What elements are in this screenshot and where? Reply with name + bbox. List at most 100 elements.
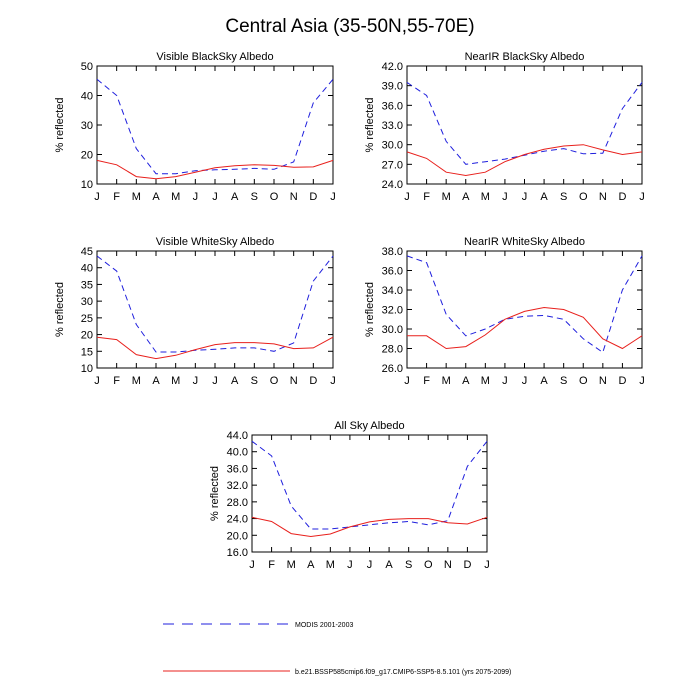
x-tick-label: D bbox=[309, 191, 317, 203]
x-tick-label: J bbox=[249, 559, 255, 571]
x-tick-label: F bbox=[268, 559, 275, 571]
y-tick-label: 50 bbox=[81, 61, 93, 73]
x-tick-label: N bbox=[290, 191, 298, 203]
y-axis-label: % reflected bbox=[209, 466, 221, 521]
y-tick-label: 34.0 bbox=[382, 285, 403, 297]
x-tick-label: M bbox=[132, 191, 141, 203]
y-tick-label: 20.0 bbox=[227, 530, 248, 542]
y-tick-label: 40 bbox=[81, 91, 93, 103]
panel-title: NearIR BlackSky Albedo bbox=[465, 51, 585, 63]
panel-5: All Sky Albedo 16.0 20.0 24.0 28.0 32.0 36.0 40… bbox=[209, 420, 490, 571]
x-tick-label: M bbox=[481, 375, 490, 387]
series-modis-line bbox=[96, 78, 334, 175]
x-tick-label: M bbox=[442, 375, 451, 387]
x-tick-label: M bbox=[287, 559, 296, 571]
x-tick-label: D bbox=[463, 559, 471, 571]
x-tick-label: S bbox=[251, 191, 258, 203]
y-tick-label: 30.0 bbox=[382, 324, 403, 336]
series-model-line bbox=[406, 144, 643, 177]
x-tick-label: M bbox=[132, 375, 141, 387]
x-tick-label: D bbox=[309, 375, 317, 387]
x-tick-label: O bbox=[270, 191, 279, 203]
x-tick-label: J bbox=[367, 559, 373, 571]
y-tick-label: 28.0 bbox=[382, 344, 403, 356]
panel-2: NearIR BlackSky Albedo 24.0 27.0 30.0 33.0 36… bbox=[364, 51, 645, 203]
y-tick-label: 40.0 bbox=[227, 447, 248, 459]
x-tick-label: J bbox=[94, 375, 100, 387]
x-tick-label: J bbox=[522, 191, 528, 203]
x-tick-label: J bbox=[639, 191, 645, 203]
panel-title: All Sky Albedo bbox=[334, 420, 404, 432]
y-tick-label: 24.0 bbox=[227, 514, 248, 526]
series-model-line bbox=[96, 336, 334, 360]
x-tick-label: M bbox=[326, 559, 335, 571]
y-axis-label: % reflected bbox=[364, 97, 376, 152]
x-tick-label: A bbox=[231, 375, 239, 387]
x-tick-label: F bbox=[113, 191, 120, 203]
plot-frame bbox=[251, 434, 488, 553]
x-tick-label: A bbox=[152, 191, 160, 203]
series-modis-line bbox=[96, 255, 334, 353]
x-tick-label: A bbox=[462, 375, 470, 387]
x-tick-label: O bbox=[579, 191, 588, 203]
y-tick-label: 38.0 bbox=[382, 246, 403, 258]
x-tick-label: J bbox=[94, 191, 100, 203]
y-tick-label: 28.0 bbox=[227, 497, 248, 509]
x-tick-label: N bbox=[444, 559, 452, 571]
x-tick-label: A bbox=[307, 559, 315, 571]
x-tick-label: N bbox=[599, 375, 607, 387]
figure-title: Central Asia (35-50N,55-70E) bbox=[225, 16, 474, 37]
y-tick-label: 26.0 bbox=[382, 363, 403, 375]
x-tick-label: M bbox=[481, 191, 490, 203]
y-tick-label: 36.0 bbox=[382, 100, 403, 112]
series-modis-line bbox=[406, 81, 643, 165]
x-tick-label: J bbox=[330, 375, 336, 387]
y-tick-label: 30 bbox=[81, 120, 93, 132]
y-tick-label: 40 bbox=[81, 263, 93, 275]
y-tick-label: 32.0 bbox=[227, 480, 248, 492]
x-tick-label: A bbox=[462, 191, 470, 203]
x-tick-label: A bbox=[540, 375, 548, 387]
y-tick-label: 36.0 bbox=[227, 463, 248, 475]
y-tick-label: 10 bbox=[81, 179, 93, 191]
y-tick-label: 35 bbox=[81, 279, 93, 291]
y-tick-label: 20 bbox=[81, 330, 93, 342]
legend: MODIS 2001-2003 b.e21.BSSP585cmip6.f09_g… bbox=[163, 622, 511, 676]
x-tick-label: O bbox=[579, 375, 588, 387]
y-tick-label: 24.0 bbox=[382, 179, 403, 191]
x-tick-label: M bbox=[442, 191, 451, 203]
x-tick-label: J bbox=[522, 375, 528, 387]
x-tick-label: N bbox=[599, 191, 607, 203]
x-tick-label: N bbox=[290, 375, 298, 387]
y-tick-label: 45 bbox=[81, 246, 93, 258]
x-tick-label: J bbox=[193, 375, 199, 387]
x-tick-label: F bbox=[113, 375, 120, 387]
y-tick-label: 44.0 bbox=[227, 430, 248, 442]
x-tick-label: J bbox=[502, 191, 508, 203]
x-tick-label: O bbox=[270, 375, 279, 387]
x-tick-label: J bbox=[212, 375, 218, 387]
y-axis-label: % reflected bbox=[54, 97, 66, 152]
x-tick-label: J bbox=[347, 559, 353, 571]
plot-frame bbox=[406, 65, 643, 185]
x-tick-label: S bbox=[560, 191, 567, 203]
y-tick-label: 36.0 bbox=[382, 266, 403, 278]
y-tick-label: 15 bbox=[81, 346, 93, 358]
x-tick-label: J bbox=[639, 375, 645, 387]
x-tick-label: S bbox=[251, 375, 258, 387]
x-tick-label: J bbox=[484, 559, 490, 571]
x-tick-label: D bbox=[618, 191, 626, 203]
plot-frame bbox=[96, 65, 334, 185]
panel-3: Visible WhiteSky Albedo 10 15 20 25 30 35 40 45 J… bbox=[54, 236, 336, 387]
x-tick-label: J bbox=[212, 191, 218, 203]
legend-label-model: b.e21.BSSP585cmip6.f09_g17.CMIP6-SSP5-8.… bbox=[295, 669, 511, 676]
y-tick-label: 30.0 bbox=[382, 140, 403, 152]
x-tick-label: M bbox=[171, 191, 180, 203]
x-tick-label: D bbox=[618, 375, 626, 387]
series-model-line bbox=[407, 306, 643, 350]
x-tick-label: A bbox=[385, 559, 393, 571]
panel-title: Visible WhiteSky Albedo bbox=[156, 236, 274, 248]
y-tick-label: 16.0 bbox=[227, 547, 248, 559]
series-modis-line bbox=[406, 255, 643, 354]
panel-4: NearIR WhiteSky Albedo 26.0 28.0 30.0 32.0 34… bbox=[364, 236, 645, 387]
